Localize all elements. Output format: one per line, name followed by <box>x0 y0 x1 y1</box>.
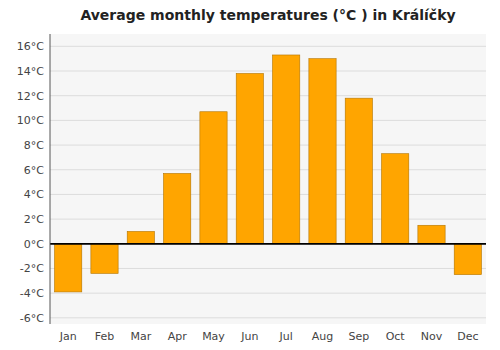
y-tick-label: 10°C <box>17 114 44 127</box>
y-tick-label: 0°C <box>24 238 44 251</box>
x-tick-label: Feb <box>95 330 114 343</box>
x-tick-label: Dec <box>457 330 478 343</box>
y-axis-line <box>50 34 51 324</box>
grid-line <box>50 219 486 220</box>
title: Average monthly temperatures (°C ) in Kr… <box>80 7 455 23</box>
bar <box>200 112 227 244</box>
bar <box>91 244 118 274</box>
bar <box>127 231 154 243</box>
y-axis: -6°C -4°C -2°C 0°C 2°C 4°C 6°C 8°C 10°C 12°C 14°C 1… <box>17 40 44 324</box>
x-tick-label: Nov <box>421 330 443 343</box>
grid-line <box>50 243 486 244</box>
bar <box>309 59 336 244</box>
bar <box>273 55 300 244</box>
x-tick-label: Apr <box>168 330 188 343</box>
grid-line <box>50 169 486 170</box>
bar <box>236 73 263 243</box>
x-tick-label: Mar <box>130 330 151 343</box>
x-tick-label: Jul <box>279 330 293 343</box>
bars <box>55 55 482 292</box>
zero-line <box>50 243 486 245</box>
bar <box>55 244 82 292</box>
y-tick-label: 8°C <box>24 139 44 152</box>
y-tick-label: 16°C <box>17 40 44 53</box>
grid-line <box>50 145 486 146</box>
x-tick-label: Jun <box>240 330 258 343</box>
y-tick-label: -2°C <box>20 262 44 275</box>
grid-line <box>50 120 486 121</box>
y-tick-label: 14°C <box>17 65 44 78</box>
grid-line <box>50 293 486 294</box>
bar <box>382 154 409 244</box>
bar <box>164 173 191 243</box>
plot-area <box>50 34 486 324</box>
grid-line <box>50 71 486 72</box>
grid-line <box>50 317 486 318</box>
x-tick-label: Jan <box>59 330 77 343</box>
grid-line <box>50 46 486 47</box>
y-tick-label: 2°C <box>24 213 44 226</box>
grid <box>50 46 486 317</box>
grid-line <box>50 194 486 195</box>
y-tick-label: -6°C <box>20 312 44 325</box>
chart: Average monthly temperatures (°C ) in Kr… <box>0 0 500 350</box>
y-tick-label: -4°C <box>20 287 44 300</box>
y-tick-label: 4°C <box>24 188 44 201</box>
bar <box>418 225 445 244</box>
y-tick-label: 12°C <box>17 90 44 103</box>
x-tick-label: Oct <box>386 330 406 343</box>
x-axis: Jan Feb Mar Apr May Jun Jul Aug Sep Oct Nov Dec <box>59 330 479 343</box>
x-tick-label: Aug <box>312 330 333 343</box>
x-tick-label: Sep <box>348 330 369 343</box>
grid-line <box>50 95 486 96</box>
bar <box>454 244 481 275</box>
bar <box>345 98 372 244</box>
y-tick-label: 6°C <box>24 164 44 177</box>
x-tick-label: May <box>202 330 225 343</box>
